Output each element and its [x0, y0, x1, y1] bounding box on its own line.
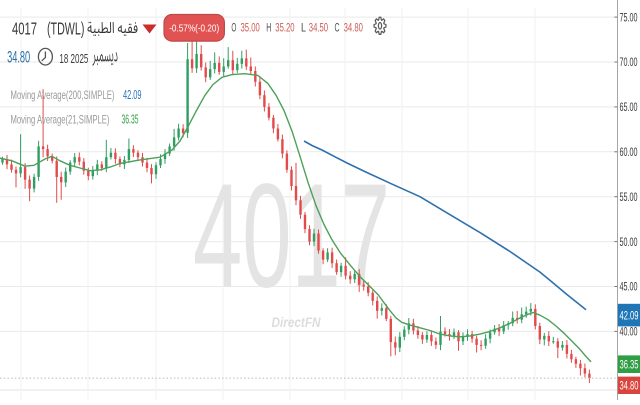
- svg-text:60.00: 60.00: [620, 145, 638, 159]
- svg-text:DirectFN: DirectFN: [272, 315, 321, 330]
- svg-text:36.35: 36.35: [620, 359, 639, 371]
- svg-text:O: O: [231, 23, 236, 35]
- svg-text:34.80: 34.80: [344, 23, 363, 35]
- svg-text:42.09: 42.09: [123, 88, 142, 102]
- svg-text:75.00: 75.00: [620, 10, 638, 24]
- svg-text:55.00: 55.00: [620, 190, 638, 204]
- svg-text:34.80: 34.80: [7, 49, 30, 67]
- svg-text:65.00: 65.00: [620, 100, 638, 114]
- svg-text:34.50: 34.50: [309, 23, 328, 35]
- svg-text:18 2025: 18 2025: [59, 51, 88, 66]
- svg-text:Moving Average(200,SIMPLE): Moving Average(200,SIMPLE): [11, 88, 115, 102]
- svg-text:45.00: 45.00: [620, 280, 638, 294]
- svg-text:C: C: [335, 23, 340, 35]
- svg-text:42.09: 42.09: [620, 310, 639, 322]
- svg-text:L: L: [301, 23, 306, 35]
- svg-text:-0.57%(-0.20): -0.57%(-0.20): [169, 24, 219, 35]
- svg-text:70.00: 70.00: [620, 55, 638, 69]
- svg-text:H: H: [266, 23, 271, 35]
- svg-text:35.00: 35.00: [241, 23, 260, 35]
- svg-text:50.00: 50.00: [620, 235, 638, 249]
- svg-text:40.00: 40.00: [620, 325, 638, 339]
- svg-text:4017: 4017: [12, 19, 37, 39]
- svg-text:Moving Average(21,SIMPLE): Moving Average(21,SIMPLE): [11, 112, 110, 126]
- svg-text:35.20: 35.20: [275, 23, 294, 35]
- svg-text:(TDWL): (TDWL): [47, 19, 84, 39]
- svg-text:34.80: 34.80: [620, 381, 639, 393]
- svg-text:36.35: 36.35: [122, 112, 139, 126]
